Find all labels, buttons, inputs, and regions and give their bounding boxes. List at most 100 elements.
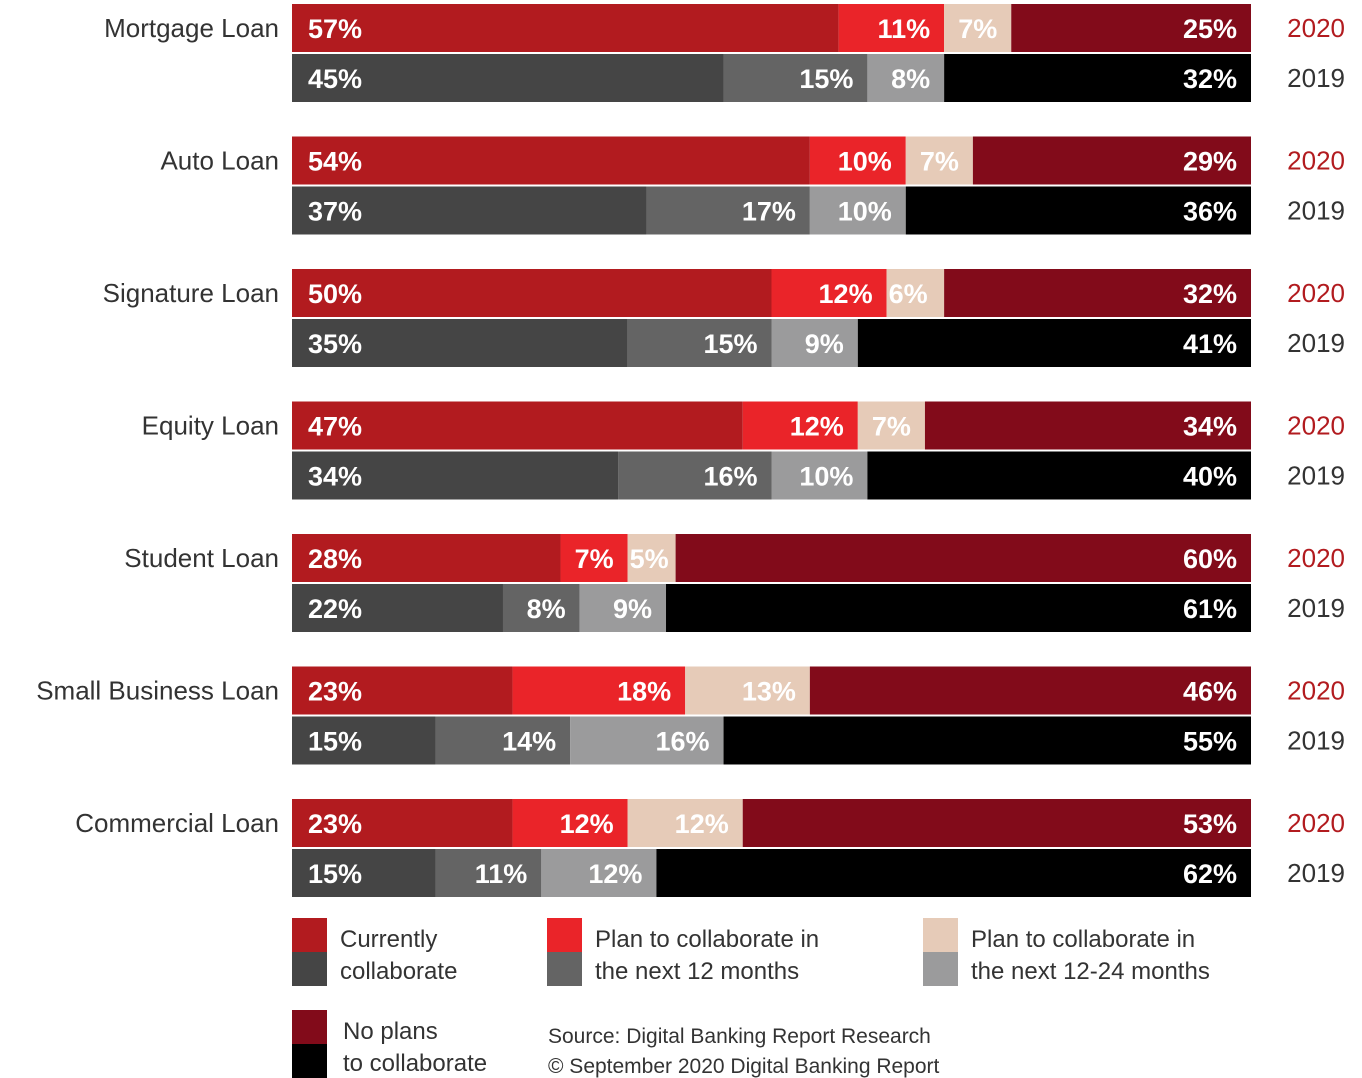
bar-small-business-loan-2020-seg3 [685,666,810,715]
bar-auto-loan-2020-seg1 [292,136,810,185]
legend: Currently collaborate Plan to collaborate … [292,918,1210,1078]
value-label-small-business-loan-2020-seg3: 13% [742,677,796,707]
year-label-auto-loan-2020: 2020 [1287,146,1345,176]
value-label-commercial-loan-2020-seg1: 23% [308,809,362,839]
year-label-mortgage-loan-2020: 2020 [1287,13,1345,43]
bar-signature-loan-2020-seg3 [886,269,945,317]
bar-small-business-loan-2019-seg3 [570,716,724,765]
bar-mortgage-loan-2020-seg3 [944,4,1012,52]
legend-label-2-line2: the next 12 months [595,958,799,985]
value-label-mortgage-loan-2019-seg1: 45% [308,64,362,94]
value-label-mortgage-loan-2020-seg4: 25% [1183,14,1237,44]
bar-small-business-loan-2019-seg1 [292,716,436,765]
bar-equity-loan-2019-seg1 [292,451,619,500]
year-label-commercial-loan-2020: 2020 [1287,808,1345,838]
bar-auto-loan-2020-seg4 [972,136,1251,185]
value-label-auto-loan-2020-seg3: 7% [920,147,959,177]
bar-small-business-loan-2019-seg2 [435,716,571,765]
year-label-equity-loan-2019: 2019 [1287,461,1345,491]
bar-commercial-loan-2019-seg3 [541,849,657,897]
bar-commercial-loan-2020-seg1 [292,799,513,847]
bar-signature-loan-2019-seg1 [292,319,628,367]
bar-mortgage-loan-2019-seg3 [867,54,945,102]
value-label-auto-loan-2019-seg2: 17% [742,197,796,227]
bar-auto-loan-2019-seg3 [809,186,906,235]
legend-label-1-line2: collaborate [340,958,457,985]
category-label-signature-loan: Signature Loan [103,278,279,308]
bar-auto-loan-2020-seg2 [809,136,906,185]
legend-swatch-2020-2 [547,918,582,952]
category-label-small-business-loan: Small Business Loan [36,676,279,706]
value-label-commercial-loan-2020-seg4: 53% [1183,809,1237,839]
legend-swatch-2020-3 [923,918,958,952]
legend-swatch-2020-1 [292,918,327,952]
value-label-mortgage-loan-2020-seg2: 11% [878,14,931,44]
bar-auto-loan-2019-seg1 [292,186,647,235]
year-label-student-loan-2020: 2020 [1287,543,1345,573]
bar-student-loan-2019-seg4 [666,584,1251,632]
bar-auto-loan-2019-seg2 [646,186,810,235]
bar-student-loan-2020-seg2 [560,534,628,582]
value-label-auto-loan-2020-seg1: 54% [308,147,362,177]
value-label-mortgage-loan-2020-seg1: 57% [308,14,362,44]
year-label-student-loan-2019: 2019 [1287,593,1345,623]
legend-swatch-2019-1 [292,952,327,986]
bar-signature-loan-2019-seg3 [771,319,858,367]
bar-student-loan-2019-seg3 [579,584,667,632]
value-label-signature-loan-2020-seg3: 6% [889,279,928,309]
bar-commercial-loan-2020-seg3 [627,799,743,847]
category-label-auto-loan: Auto Loan [160,146,279,176]
year-label-signature-loan-2020: 2020 [1287,278,1345,308]
bar-student-loan-2020-seg1 [292,534,561,582]
value-label-auto-loan-2019-seg4: 36% [1183,197,1237,227]
value-label-small-business-loan-2019-seg1: 15% [308,727,362,757]
value-label-student-loan-2020-seg2: 7% [575,544,614,574]
bar-mortgage-loan-2020-seg2 [838,4,945,52]
value-label-auto-loan-2020-seg4: 29% [1183,147,1237,177]
legend-swatch-2019-3 [923,952,958,986]
category-label-student-loan: Student Loan [124,543,279,573]
legend-label-1-line1: Currently [340,926,437,953]
bar-signature-loan-2020-seg2 [771,269,887,317]
bar-equity-loan-2020-seg3 [857,401,925,450]
legend-label-4-line1: No plans [343,1018,438,1045]
source-line-1: Source: Digital Banking Report Research [548,1025,931,1048]
year-label-mortgage-loan-2019: 2019 [1287,63,1345,93]
bar-equity-loan-2019-seg2 [618,451,772,500]
legend-swatch-2019-2 [547,952,582,986]
value-label-auto-loan-2019-seg1: 37% [308,197,362,227]
legend-swatch-2020-4 [292,1010,327,1044]
bar-auto-loan-2019-seg4 [905,186,1251,235]
bar-equity-loan-2020-seg2 [742,401,858,450]
value-label-commercial-loan-2019-seg1: 15% [308,859,362,889]
bar-mortgage-loan-2019-seg1 [292,54,724,102]
value-label-small-business-loan-2020-seg4: 46% [1183,677,1237,707]
value-label-equity-loan-2020-seg3: 7% [872,412,911,442]
value-label-student-loan-2020-seg1: 28% [308,544,362,574]
legend-label-3-line2: the next 12-24 months [971,958,1210,985]
legend-swatch-2019-4 [292,1044,327,1078]
bar-auto-loan-2020-seg3 [905,136,973,185]
category-label-mortgage-loan: Mortgage Loan [104,13,279,43]
category-label-equity-loan: Equity Loan [142,411,279,441]
value-label-auto-loan-2019-seg3: 10% [838,197,892,227]
legend-label-4-line2: to collaborate [343,1050,487,1077]
value-label-signature-loan-2019-seg2: 15% [703,329,757,359]
bar-mortgage-loan-2020-seg4 [1011,4,1251,52]
value-label-commercial-loan-2019-seg4: 62% [1183,859,1237,889]
bar-mortgage-loan-2019-seg2 [723,54,868,102]
value-label-mortgage-loan-2019-seg3: 8% [891,64,930,94]
value-label-mortgage-loan-2019-seg4: 32% [1183,64,1237,94]
value-label-equity-loan-2019-seg4: 40% [1183,462,1237,492]
source-line-2: © September 2020 Digital Banking Report [548,1055,940,1078]
bar-equity-loan-2020-seg1 [292,401,743,450]
value-label-signature-loan-2020-seg4: 32% [1183,279,1237,309]
bar-equity-loan-2019-seg3 [771,451,868,500]
bar-signature-loan-2019-seg2 [627,319,772,367]
value-label-student-loan-2019-seg1: 22% [308,594,362,624]
value-label-auto-loan-2020-seg2: 10% [838,147,892,177]
bar-signature-loan-2020-seg4 [944,269,1251,317]
bar-small-business-loan-2020-seg4 [809,666,1251,715]
value-label-equity-loan-2019-seg1: 34% [308,462,362,492]
